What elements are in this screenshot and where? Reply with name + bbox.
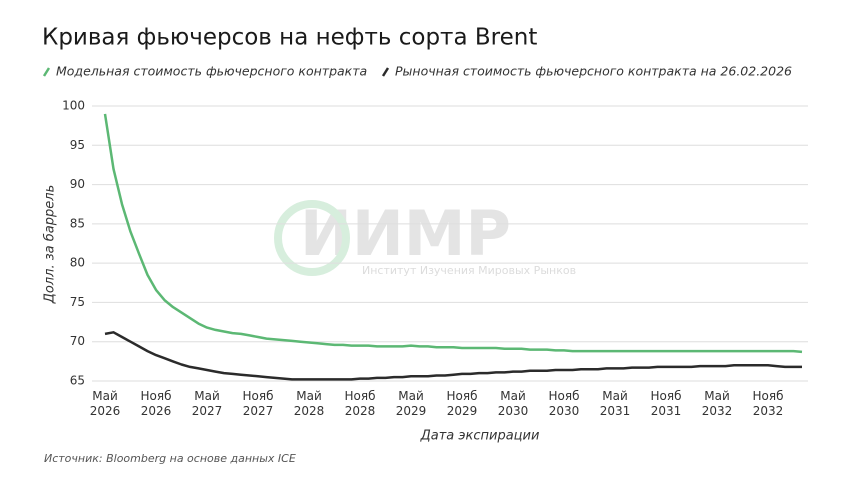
- chart-title: Кривая фьючерсов на нефть сорта Brent: [42, 25, 537, 51]
- x-tick-label: Май 2032: [701, 389, 733, 418]
- x-tick-label: Нояб 2032: [752, 389, 784, 418]
- series-line: [104, 331, 802, 381]
- x-axis-label: Дата экспирации: [420, 429, 540, 444]
- y-tick-label: 75: [70, 295, 85, 309]
- x-tick-label: Нояб 2029: [446, 389, 478, 418]
- y-tick-label: 80: [70, 256, 85, 270]
- x-tick-label: Май 2028: [293, 389, 325, 418]
- legend-marker: [381, 67, 390, 77]
- x-tick-label: Май 2027: [191, 389, 223, 418]
- x-tick-label: Май 2031: [599, 389, 631, 418]
- y-tick-label: 100: [62, 99, 85, 113]
- y-axis-label: Долл. за баррель: [43, 185, 58, 304]
- legend-label: Модельная стоимость фьючерсного контракт…: [56, 64, 367, 79]
- series-line: [103, 113, 803, 354]
- x-tick-label: Май 2026: [89, 389, 121, 418]
- watermark-subtitle: Институт Изучения Мировых Рынков: [362, 264, 576, 277]
- legend-label: Рыночная стоимость фьючерсного контракта…: [395, 64, 792, 79]
- x-tick-label: Нояб 2031: [650, 389, 682, 418]
- x-tick-label: Нояб 2030: [548, 389, 580, 418]
- y-tick-label: 65: [70, 374, 85, 388]
- y-tick-label: 85: [70, 216, 85, 230]
- source: Источник: Bloomberg на основе данных ICE: [44, 452, 296, 465]
- watermark-logo: [274, 200, 350, 276]
- x-tick-label: Нояб 2027: [242, 389, 274, 418]
- x-tick-label: Нояб 2026: [140, 389, 172, 418]
- y-tick-label: 95: [70, 138, 85, 152]
- x-tick-label: Май 2030: [497, 389, 529, 418]
- y-tick-label: 90: [70, 177, 85, 191]
- x-tick-label: Май 2029: [395, 389, 427, 418]
- legend-marker: [42, 67, 51, 77]
- y-tick-label: 70: [70, 334, 85, 348]
- x-tick-label: Нояб 2028: [344, 389, 376, 418]
